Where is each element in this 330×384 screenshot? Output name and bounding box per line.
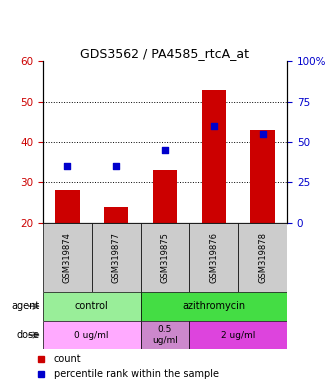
- Text: GSM319876: GSM319876: [209, 232, 218, 283]
- Bar: [153, 170, 177, 223]
- Point: [260, 131, 265, 137]
- Bar: [250, 130, 275, 223]
- Text: 0.5
ug/ml: 0.5 ug/ml: [152, 325, 178, 345]
- Bar: [141, 223, 189, 292]
- Title: GDS3562 / PA4585_rtcA_at: GDS3562 / PA4585_rtcA_at: [81, 47, 249, 60]
- Bar: [189, 321, 287, 349]
- Text: agent: agent: [11, 301, 40, 311]
- Text: GSM319877: GSM319877: [112, 232, 121, 283]
- Text: azithromycin: azithromycin: [182, 301, 246, 311]
- Text: GSM319878: GSM319878: [258, 232, 267, 283]
- Point: [162, 147, 168, 153]
- Text: control: control: [75, 301, 109, 311]
- Point: [65, 163, 70, 169]
- Bar: [104, 207, 128, 223]
- Bar: [92, 223, 141, 292]
- Bar: [55, 190, 80, 223]
- Text: GSM319875: GSM319875: [160, 232, 170, 283]
- Text: 2 ug/ml: 2 ug/ml: [221, 331, 255, 339]
- Bar: [202, 90, 226, 223]
- Bar: [189, 223, 238, 292]
- Text: count: count: [54, 354, 82, 364]
- Text: 0 ug/ml: 0 ug/ml: [75, 331, 109, 339]
- Text: GSM319874: GSM319874: [63, 232, 72, 283]
- Bar: [141, 321, 189, 349]
- Point: [211, 123, 216, 129]
- Bar: [141, 292, 287, 321]
- Point: [114, 163, 119, 169]
- Bar: [238, 223, 287, 292]
- Bar: [43, 223, 92, 292]
- Bar: [43, 321, 141, 349]
- Text: dose: dose: [16, 330, 40, 340]
- Bar: [43, 292, 141, 321]
- Text: percentile rank within the sample: percentile rank within the sample: [54, 369, 219, 379]
